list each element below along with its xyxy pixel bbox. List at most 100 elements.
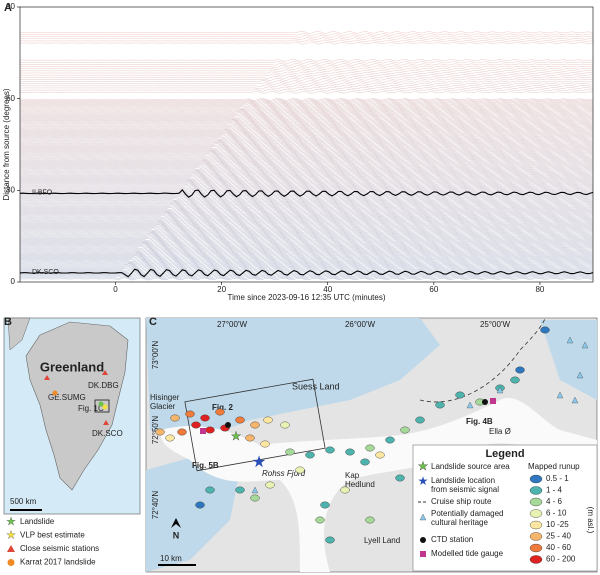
- seismogram-trace: [19, 170, 594, 174]
- longitude-label: 26°00'W: [345, 320, 376, 329]
- seismogram-trace: [19, 252, 594, 255]
- ctd-station: [225, 422, 231, 428]
- seismogram-trace: [20, 61, 594, 64]
- station-label: DK.SCO: [32, 269, 59, 276]
- seismogram-trace: [20, 149, 594, 152]
- seismogram-trace: [19, 177, 594, 180]
- runup-point: [365, 516, 375, 524]
- seismogram-trace: [19, 250, 594, 254]
- seismogram-trace: [19, 168, 594, 172]
- seismogram-trace: [20, 39, 594, 43]
- legend-label: cultural heritage: [431, 518, 488, 527]
- seismogram-trace: [19, 127, 594, 131]
- seismogram-trace: [20, 151, 594, 154]
- seismogram-trace: [19, 153, 594, 157]
- seismogram-trace: [19, 261, 594, 265]
- seismogram-trace: [19, 275, 593, 279]
- station-trace: [19, 189, 594, 198]
- place-label: Glacier: [150, 402, 176, 411]
- seismogram-trace: [20, 78, 594, 81]
- runup-point: [320, 501, 330, 509]
- runup-point: [540, 326, 550, 334]
- runup-point: [185, 410, 195, 418]
- seismogram-trace: [19, 100, 594, 103]
- seismogram-trace: [20, 220, 594, 224]
- x-axis-label: Time since 2023-09-16 12:35 UTC (minutes…: [228, 293, 386, 302]
- seismogram-trace: [19, 165, 594, 168]
- runup-point: [375, 451, 385, 459]
- seismogram-trace: [19, 90, 594, 94]
- seismogram-trace: [20, 123, 594, 127]
- place-label: GE.SUMG: [48, 393, 86, 402]
- legend-marker: [420, 551, 426, 557]
- seismogram-trace: [19, 135, 594, 138]
- seismogram-trace: [20, 102, 594, 105]
- seismogram-trace: [19, 158, 594, 162]
- seismogram-trace: [20, 270, 594, 273]
- legend-label: Potentially damaged: [431, 509, 504, 518]
- seismogram-trace: [20, 179, 593, 182]
- seismogram-trace: [19, 188, 593, 192]
- legend-label: 25 - 40: [546, 532, 571, 541]
- seismogram-trace: [19, 227, 593, 230]
- seismogram-trace: [20, 249, 594, 253]
- legend-marker: ★: [6, 529, 16, 541]
- x-tick-label: 0: [113, 285, 118, 294]
- seismogram-trace: [20, 188, 594, 191]
- seismogram-trace: [20, 277, 594, 281]
- legend-label: Cruise ship route: [431, 497, 492, 506]
- seismogram-trace: [20, 127, 594, 130]
- seismogram-trace: [20, 172, 594, 176]
- seismogram-trace: [19, 201, 594, 205]
- seismogram-trace: [19, 223, 594, 226]
- seismogram-trace: [19, 263, 594, 267]
- place-label: Lyell Land: [364, 536, 400, 545]
- seismogram-trace: [20, 82, 594, 85]
- runup-point: [250, 421, 260, 429]
- seismogram-trace: [19, 176, 594, 179]
- seismogram-trace: [20, 101, 594, 104]
- y-axis-label: Distance from source (degrees): [2, 88, 11, 200]
- seismogram-trace: [19, 247, 594, 251]
- legend-label: 0.5 - 1: [546, 474, 569, 483]
- legend-marker: ★: [418, 459, 429, 473]
- seismogram-trace: [20, 155, 594, 159]
- scale-label: 500 km: [10, 497, 37, 506]
- seismogram-trace: [20, 228, 594, 231]
- y-tick-label: 0: [11, 277, 16, 286]
- seismogram-trace: [20, 208, 593, 211]
- runup-point: [435, 401, 445, 409]
- seismogram-trace: [20, 84, 594, 88]
- runup-point: [205, 426, 215, 434]
- place-label: Ella Ø: [489, 427, 511, 436]
- seismogram-trace: [19, 111, 594, 115]
- seismogram-trace: [19, 41, 594, 45]
- seismogram-trace: [20, 264, 594, 268]
- landslide: [98, 401, 104, 407]
- x-tick-label: 60: [429, 285, 438, 294]
- station-trace: [19, 268, 594, 278]
- runup-point: [400, 426, 410, 434]
- seismogram-trace: [20, 238, 594, 241]
- seismogram-trace: [20, 229, 594, 233]
- runup-point: [250, 494, 260, 502]
- seismogram-trace: [19, 207, 594, 210]
- seismogram-trace: [19, 253, 594, 256]
- seismogram-trace: [19, 265, 593, 269]
- seismogram-trace: [20, 178, 594, 181]
- seismogram-trace: [19, 197, 594, 200]
- runup-point: [285, 448, 295, 456]
- seismogram-trace: [20, 180, 594, 183]
- seismogram-trace: [20, 219, 594, 223]
- seismogram-trace: [20, 104, 594, 107]
- runup-point: [177, 428, 187, 436]
- legend-swatch: [529, 555, 543, 564]
- fig-box: [184, 378, 326, 472]
- seismogram-trace: [19, 198, 593, 202]
- seismogram-trace: [19, 166, 594, 169]
- seismogram-trace: [20, 143, 594, 147]
- seismogram-trace: [20, 122, 594, 126]
- legend-label: Landslide source area: [431, 462, 510, 471]
- north-arrow: [171, 518, 181, 528]
- seismogram-trace: [19, 224, 594, 227]
